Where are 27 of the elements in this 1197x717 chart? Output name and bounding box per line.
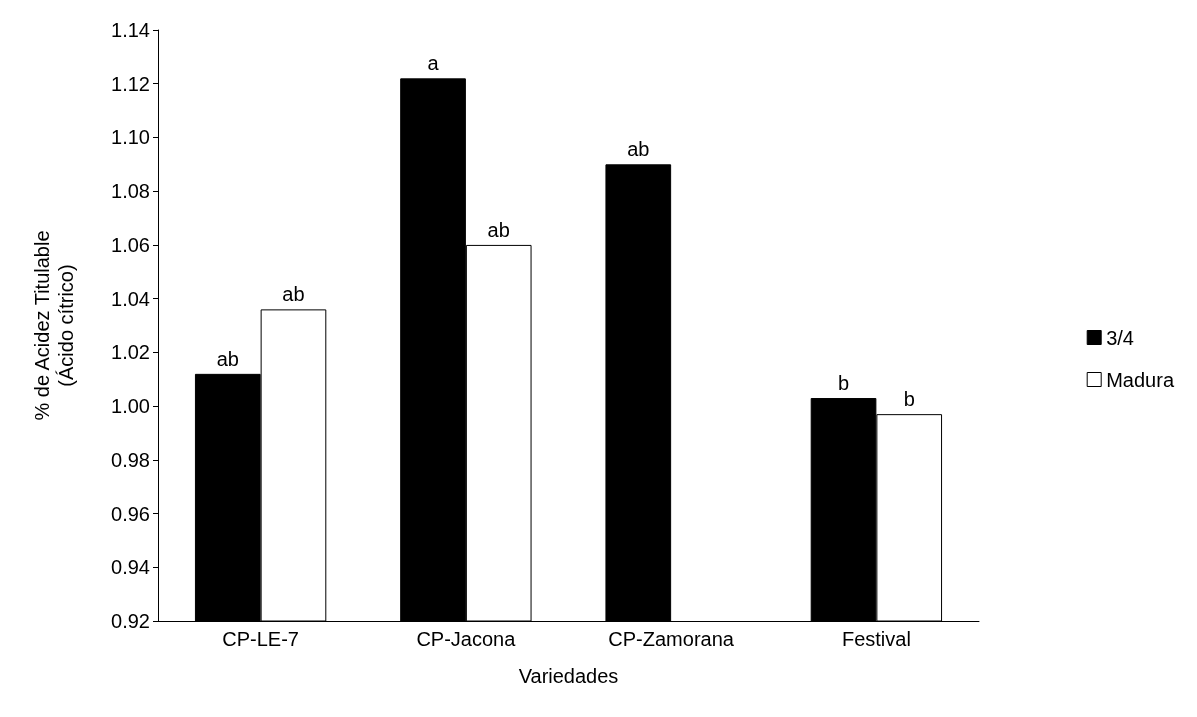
y-tick-label: 1.14 — [111, 19, 150, 41]
y-tick-label: 1.02 — [111, 341, 150, 364]
y-tick-label: 1.10 — [111, 126, 150, 149]
x-axis-title: Variedades — [518, 665, 619, 687]
legend-label: 3/4 — [1106, 326, 1134, 349]
y-tick-label: 1.00 — [111, 395, 150, 418]
y-tick-label: 1.06 — [111, 233, 150, 256]
y-tick-label: 1.04 — [111, 287, 150, 310]
annotation: ab — [282, 283, 305, 306]
annotation: ab — [216, 347, 239, 370]
y-tick-label: 0.96 — [111, 502, 150, 525]
y-tick-label: 0.92 — [111, 610, 150, 632]
y-tick-label: 1.08 — [111, 180, 150, 203]
annotation: ab — [487, 218, 510, 241]
x-tick-label: Festival — [841, 628, 911, 650]
y-tick-label: 1.12 — [111, 72, 150, 95]
annotation: b — [837, 372, 850, 395]
annotation: ab — [627, 138, 650, 161]
x-tick-label: CP-Zamorana — [608, 628, 735, 650]
annotation: b — [903, 388, 915, 411]
x-tick-label: CP-LE-7 — [222, 628, 299, 650]
y-axis-title: % de Acidez Titulable (Ácido cítrico) — [31, 230, 77, 421]
legend-label: Madura — [1106, 368, 1175, 391]
y-tick-label: 0.98 — [111, 448, 150, 471]
y-tick-label: 0.94 — [111, 556, 150, 579]
annotation: a — [427, 52, 440, 75]
x-tick-label: CP-Jacona — [416, 628, 517, 650]
